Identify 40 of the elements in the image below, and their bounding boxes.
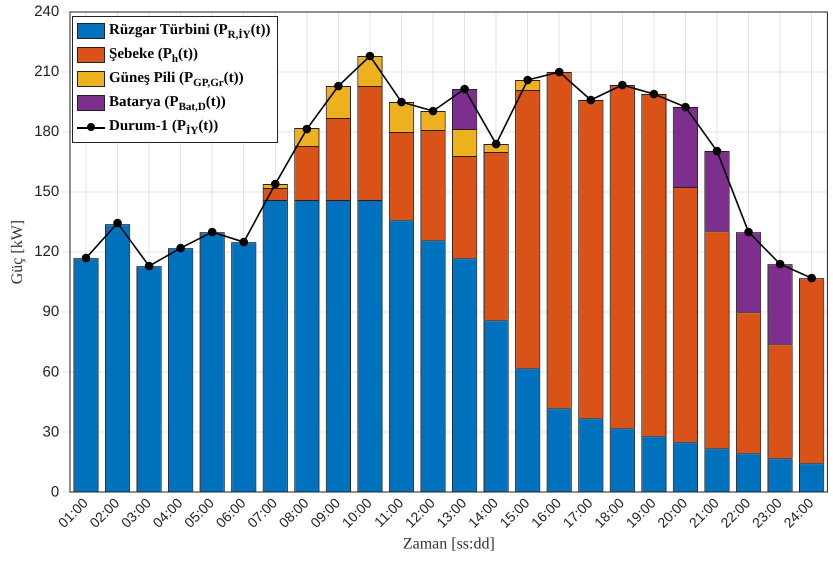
point [523, 76, 532, 84]
point [650, 90, 658, 98]
point [144, 262, 154, 270]
point [618, 80, 627, 90]
point [712, 146, 722, 156]
legend-label: Durum-1 (P$_{İY}$(t)) [109, 118, 218, 136]
point [113, 218, 122, 228]
y-tick-label: 60 [42, 363, 60, 380]
y-tick-label: 0 [50, 483, 60, 500]
point [302, 124, 312, 134]
point [681, 102, 690, 112]
y-tick-label: 150 [34, 183, 60, 200]
point [586, 96, 596, 104]
y-tick-label: 30 [42, 423, 60, 440]
point [208, 228, 216, 236]
y-tick-label: 120 [34, 243, 60, 260]
point [460, 84, 469, 94]
point [270, 180, 280, 188]
point [366, 52, 374, 60]
y-tick-label: 210 [34, 63, 60, 80]
legend-label: Rüzgar Türbini (P$_{R,İY}$(t)) [109, 22, 271, 40]
point [776, 260, 784, 268]
point [428, 106, 438, 116]
y-tick-label: 240 [34, 3, 60, 20]
point [334, 82, 343, 90]
point [176, 244, 185, 252]
point [492, 140, 500, 148]
point [554, 68, 564, 76]
point [744, 228, 753, 236]
legend-label: Şebeke (P$_{h}$(t)) [109, 46, 198, 64]
point [239, 238, 248, 246]
x-axis-title: Zaman [ss:dd] [402, 536, 495, 553]
legend-label: Batarya (P$_{Bat,D}$(t)) [109, 94, 226, 112]
point [807, 274, 816, 282]
legend-label: Güneş Pili (P$_{GP,Gr}$(t)) [109, 70, 244, 88]
y-tick-label: 180 [34, 123, 60, 140]
point [82, 254, 90, 262]
point [397, 98, 406, 106]
y-axis-title: Güç [kW] [8, 220, 26, 284]
y-tick-label: 90 [42, 303, 60, 320]
